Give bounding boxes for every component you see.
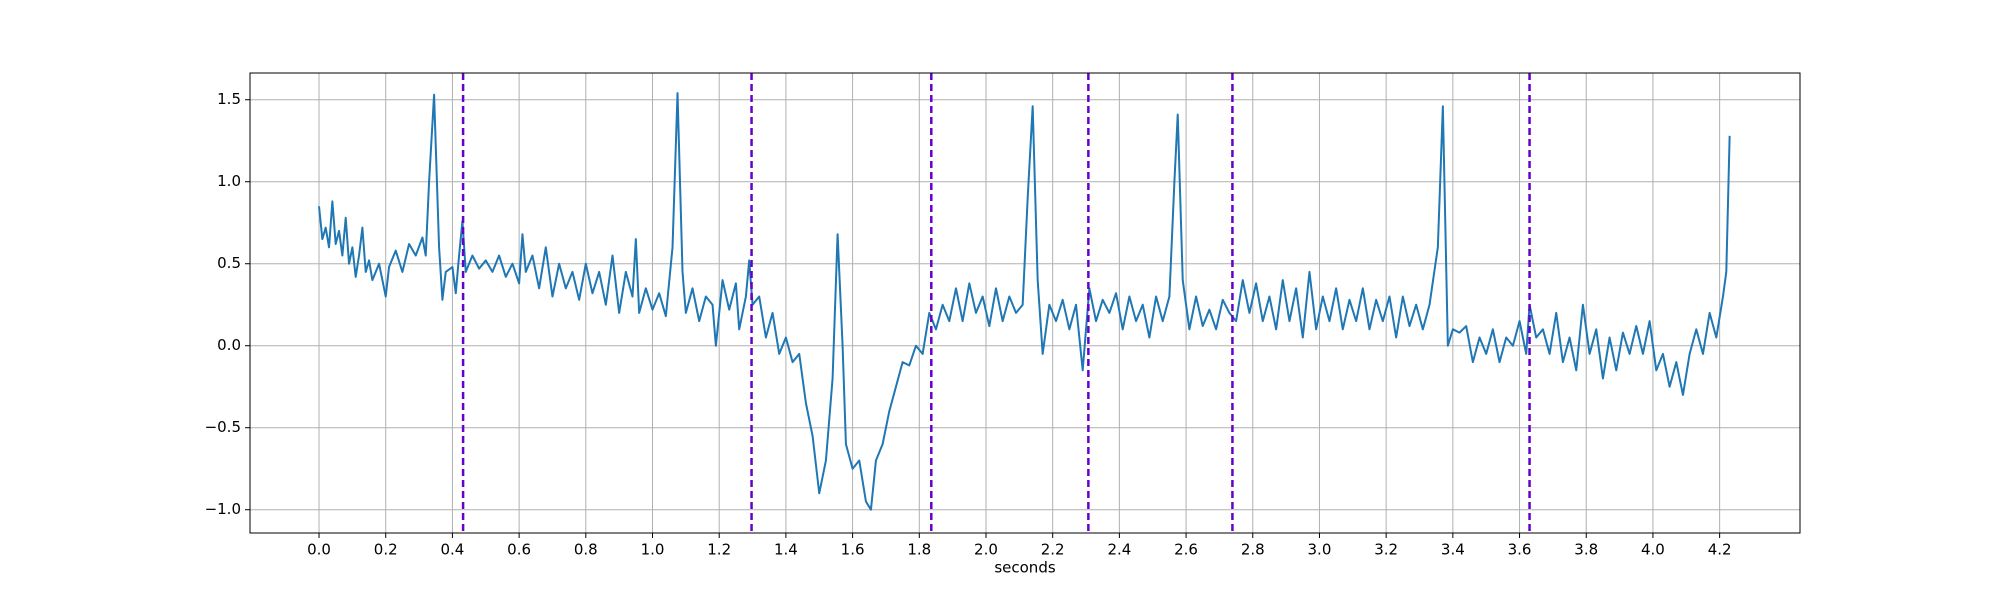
x-tick-label: 2.6: [1174, 541, 1198, 559]
y-tick-label: −1.0: [205, 500, 241, 518]
x-tick-label: 3.0: [1308, 541, 1332, 559]
x-tick-label: 3.8: [1574, 541, 1598, 559]
y-tick-label: 0.5: [217, 254, 241, 272]
x-tick-label: 3.4: [1441, 541, 1465, 559]
x-tick-label: 2.2: [1041, 541, 1065, 559]
x-tick-label: 1.4: [774, 541, 798, 559]
x-tick-label: 1.0: [641, 541, 665, 559]
y-tick-label: −0.5: [205, 418, 241, 436]
y-tick-label: 1.5: [217, 90, 241, 108]
x-tick-label: 0.6: [507, 541, 531, 559]
x-tick-label: 0.0: [307, 541, 331, 559]
x-axis-label: seconds: [994, 559, 1055, 577]
x-tick-label: 4.0: [1641, 541, 1665, 559]
x-tick-label: 1.2: [707, 541, 731, 559]
x-tick-label: 2.0: [974, 541, 998, 559]
x-tick-label: 3.6: [1508, 541, 1532, 559]
x-tick-label: 1.6: [841, 541, 865, 559]
plot-frame: [249, 72, 1801, 534]
x-tick-label: 3.2: [1374, 541, 1398, 559]
x-tick-label: 4.2: [1708, 541, 1732, 559]
x-tick-label: 0.4: [440, 541, 464, 559]
x-tick-label: 0.2: [374, 541, 398, 559]
x-tick-label: 1.8: [907, 541, 931, 559]
data-line: [318, 92, 1731, 511]
y-tick-label: 1.0: [217, 172, 241, 190]
y-tick-label: 0.0: [217, 336, 241, 354]
x-tick-label: 2.4: [1107, 541, 1131, 559]
x-tick-label: 2.8: [1241, 541, 1265, 559]
x-tick-label: 0.8: [574, 541, 598, 559]
